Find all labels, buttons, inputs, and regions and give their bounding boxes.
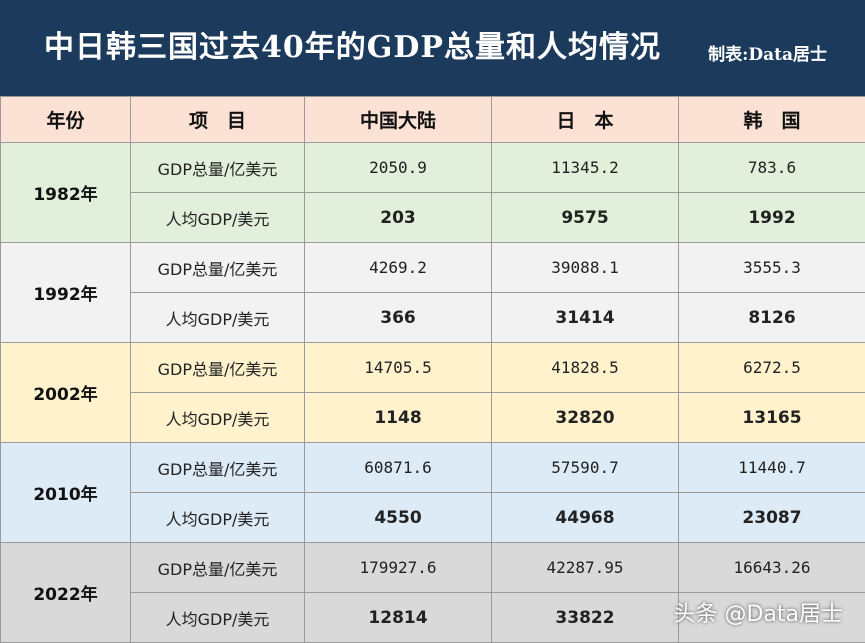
col-header-year: 年份 — [1, 97, 131, 143]
value-cell: 2050.9 — [305, 143, 492, 193]
item-label: GDP总量/亿美元 — [131, 543, 305, 593]
value-cell: 31414 — [492, 293, 679, 343]
header-row: 年份 项 目 中国大陆 日 本 韩 国 — [1, 97, 865, 143]
value-cell: 41828.5 — [492, 343, 679, 393]
item-label: GDP总量/亿美元 — [131, 243, 305, 293]
year-cell: 1982年 — [1, 143, 131, 243]
value-cell: 57590.7 — [492, 443, 679, 493]
value-cell: 39088.1 — [492, 243, 679, 293]
table-row: 1992年 GDP总量/亿美元 4269.2 39088.1 3555.3 — [1, 243, 865, 293]
value-cell: 179927.6 — [305, 543, 492, 593]
page-title: 中日韩三国过去40年的GDP总量和人均情况 — [44, 22, 661, 66]
col-header-japan: 日 本 — [492, 97, 679, 143]
col-header-korea: 韩 国 — [679, 97, 865, 143]
gdp-table: 年份 项 目 中国大陆 日 本 韩 国 1982年 GDP总量/亿美元 2050… — [0, 96, 865, 643]
watermark: 头条 @Data居士 — [673, 596, 843, 628]
value-cell: 14705.5 — [305, 343, 492, 393]
year-cell: 2002年 — [1, 343, 131, 443]
value-cell: 60871.6 — [305, 443, 492, 493]
item-label: 人均GDP/美元 — [131, 193, 305, 243]
table-row: 人均GDP/美元 203 9575 1992 — [1, 193, 865, 243]
value-cell: 23087 — [679, 493, 865, 543]
value-cell: 783.6 — [679, 143, 865, 193]
item-label: GDP总量/亿美元 — [131, 143, 305, 193]
value-cell: 8126 — [679, 293, 865, 343]
table-row: 人均GDP/美元 366 31414 8126 — [1, 293, 865, 343]
col-header-china: 中国大陆 — [305, 97, 492, 143]
table-row: 人均GDP/美元 1148 32820 13165 — [1, 393, 865, 443]
value-cell: 42287.95 — [492, 543, 679, 593]
table-row: 2010年 GDP总量/亿美元 60871.6 57590.7 11440.7 — [1, 443, 865, 493]
value-cell: 16643.26 — [679, 543, 865, 593]
value-cell: 203 — [305, 193, 492, 243]
value-cell: 9575 — [492, 193, 679, 243]
value-cell: 33822 — [492, 593, 679, 643]
year-cell: 2022年 — [1, 543, 131, 643]
value-cell: 32820 — [492, 393, 679, 443]
author-credit: 制表:Data居士 — [708, 40, 827, 65]
value-cell: 12814 — [305, 593, 492, 643]
item-label: GDP总量/亿美元 — [131, 443, 305, 493]
value-cell: 3555.3 — [679, 243, 865, 293]
value-cell: 366 — [305, 293, 492, 343]
table-row: 2002年 GDP总量/亿美元 14705.5 41828.5 6272.5 — [1, 343, 865, 393]
title-bar: 中日韩三国过去40年的GDP总量和人均情况 制表:Data居士 — [0, 0, 865, 96]
value-cell: 4269.2 — [305, 243, 492, 293]
value-cell: 4550 — [305, 493, 492, 543]
value-cell: 1148 — [305, 393, 492, 443]
table-row: 1982年 GDP总量/亿美元 2050.9 11345.2 783.6 — [1, 143, 865, 193]
col-header-item: 项 目 — [131, 97, 305, 143]
value-cell: 11440.7 — [679, 443, 865, 493]
value-cell: 11345.2 — [492, 143, 679, 193]
value-cell: 44968 — [492, 493, 679, 543]
year-cell: 2010年 — [1, 443, 131, 543]
item-label: 人均GDP/美元 — [131, 493, 305, 543]
value-cell: 1992 — [679, 193, 865, 243]
item-label: GDP总量/亿美元 — [131, 343, 305, 393]
item-label: 人均GDP/美元 — [131, 593, 305, 643]
table-row: 2022年 GDP总量/亿美元 179927.6 42287.95 16643.… — [1, 543, 865, 593]
value-cell: 6272.5 — [679, 343, 865, 393]
item-label: 人均GDP/美元 — [131, 293, 305, 343]
year-cell: 1992年 — [1, 243, 131, 343]
table-row: 人均GDP/美元 4550 44968 23087 — [1, 493, 865, 543]
value-cell: 13165 — [679, 393, 865, 443]
item-label: 人均GDP/美元 — [131, 393, 305, 443]
